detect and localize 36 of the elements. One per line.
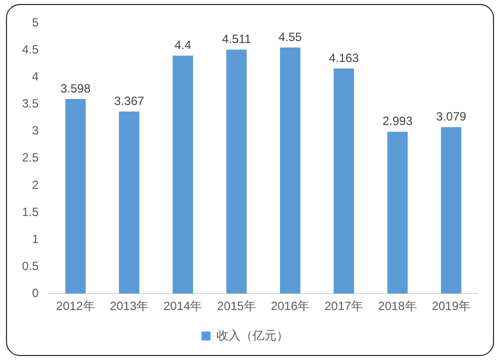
x-tick-label: 2018年 xyxy=(378,299,417,314)
data-label: 4.511 xyxy=(222,32,252,46)
bar xyxy=(172,56,194,294)
bar xyxy=(118,112,140,294)
x-tick-label: 2016年 xyxy=(270,299,310,314)
data-label: 4.55 xyxy=(278,30,302,44)
data-label: 2.993 xyxy=(382,114,413,128)
y-tick-label: 4 xyxy=(32,70,39,84)
y-tick-label: 2 xyxy=(32,178,39,192)
data-label: 4.163 xyxy=(328,50,360,65)
data-label: 3.598 xyxy=(60,81,91,96)
bar xyxy=(226,50,247,294)
legend-label: 收入（亿元） xyxy=(216,328,288,342)
y-tick-label: 1 xyxy=(32,232,39,246)
data-label: 3.367 xyxy=(114,94,145,108)
y-tick-label: 2.5 xyxy=(22,150,39,165)
y-tick-label: 5 xyxy=(32,16,39,30)
bar xyxy=(280,48,300,294)
y-tick-label: 3.5 xyxy=(22,96,39,111)
x-tick-label: 2017年 xyxy=(324,299,364,314)
x-tick-label: 2014年 xyxy=(163,299,202,314)
y-tick-label: 3 xyxy=(32,124,39,138)
y-tick-label: 0.5 xyxy=(22,258,39,273)
y-tick-label: 4.5 xyxy=(22,42,39,57)
x-tick-label: 2015年 xyxy=(217,299,256,314)
bar xyxy=(65,99,86,294)
bar xyxy=(387,132,408,294)
data-label: 3.079 xyxy=(436,109,467,124)
bar xyxy=(440,127,462,294)
y-tick-label: 0 xyxy=(32,286,39,300)
x-tick-label: 2013年 xyxy=(110,299,149,314)
x-tick-label: 2012年 xyxy=(56,299,95,314)
y-tick-label: 1.5 xyxy=(22,204,39,219)
data-label: 4.4 xyxy=(174,38,192,52)
x-tick-label: 2019年 xyxy=(432,299,471,314)
bar xyxy=(334,68,354,294)
